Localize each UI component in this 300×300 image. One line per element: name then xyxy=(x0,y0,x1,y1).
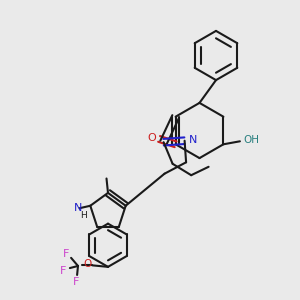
Text: N: N xyxy=(188,135,197,145)
Text: H: H xyxy=(80,211,87,220)
Text: F: F xyxy=(73,278,79,287)
Text: O: O xyxy=(147,133,156,143)
Text: OH: OH xyxy=(244,135,260,145)
Text: O: O xyxy=(83,259,91,269)
Text: F: F xyxy=(63,249,70,259)
Text: F: F xyxy=(60,266,67,276)
Text: N: N xyxy=(74,203,82,213)
